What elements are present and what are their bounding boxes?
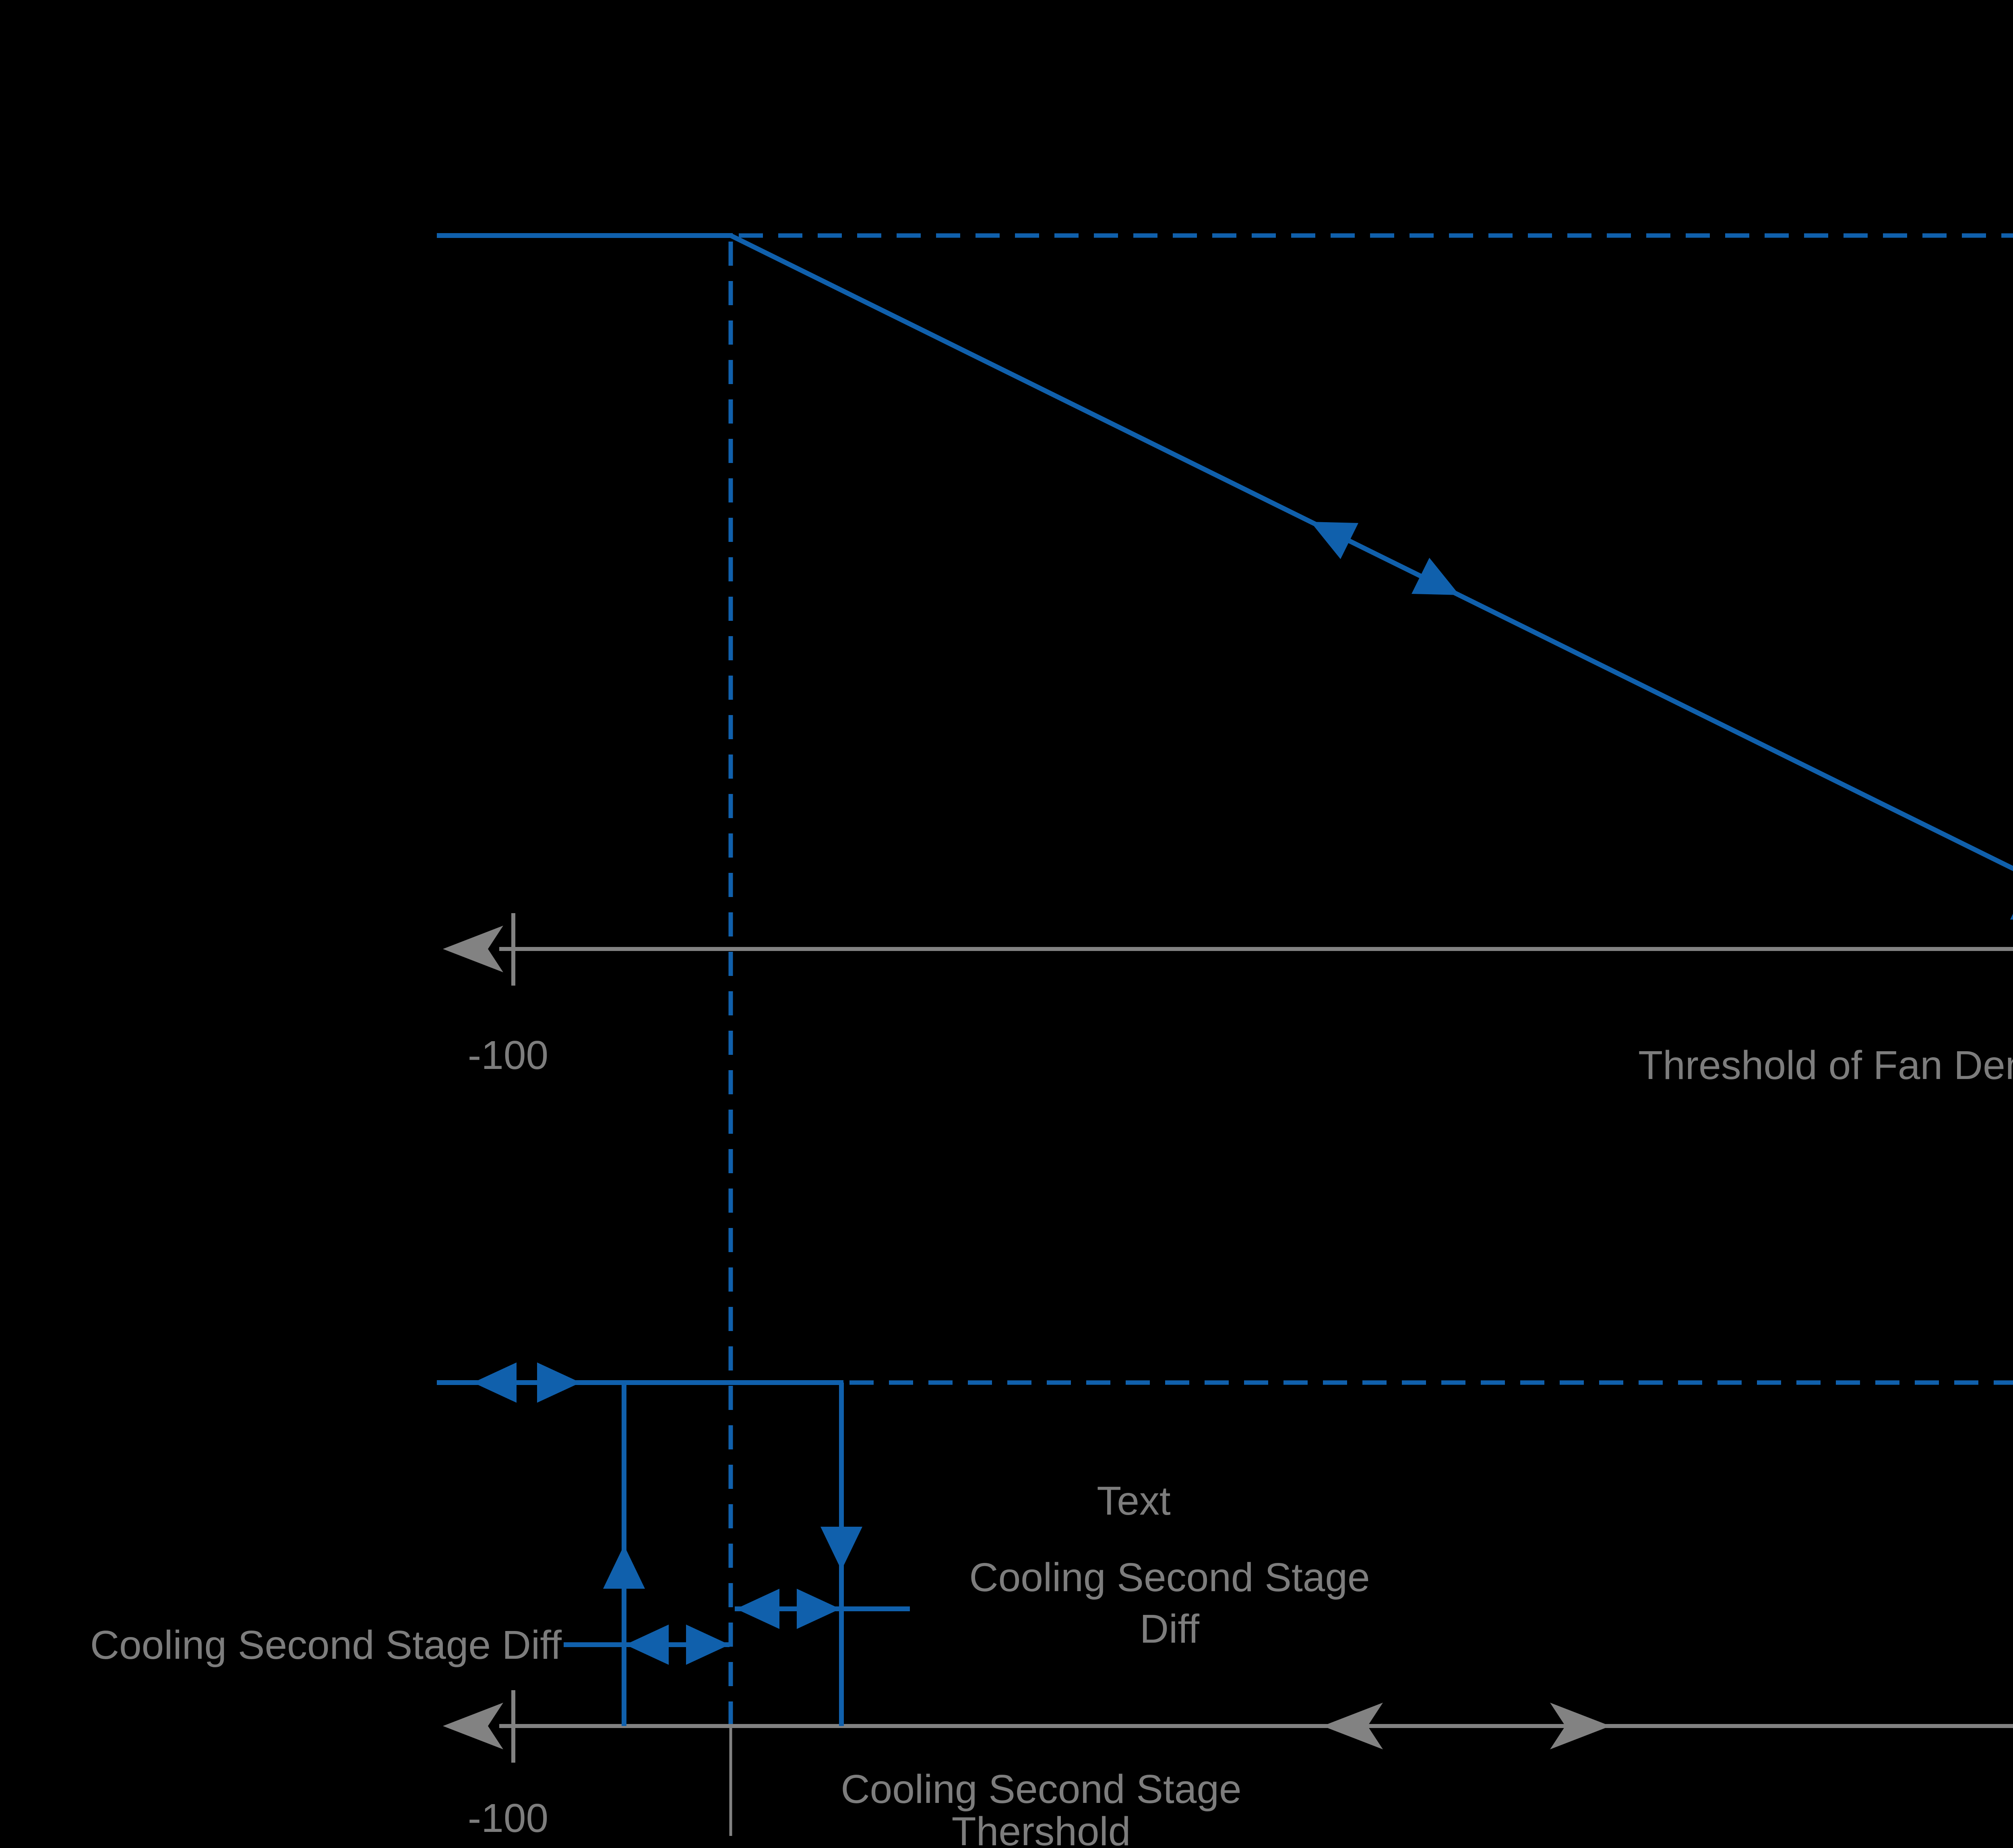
diff-left-label: Cooling Second Stage Diff	[90, 1623, 562, 1668]
text-placeholder-label: Text	[1097, 1478, 1171, 1523]
diff-right-left-arrow-icon	[736, 1589, 779, 1629]
diff-left-left-arrow-icon	[625, 1625, 669, 1665]
top-x-axis-left-arrow-icon	[443, 926, 503, 972]
switch-off-down-arrow-icon	[820, 1527, 862, 1570]
top-chart: Cooling Analog Output [%] 100 -100 Contr…	[437, 233, 2013, 1726]
diff-right-right-arrow-icon	[797, 1589, 840, 1629]
bottom-chart: Cooling Second Stage Binary Output ON OF…	[90, 1362, 2013, 1848]
bottom-x-tick-neg100-label: -100	[468, 1796, 548, 1841]
second-stage-threshold-label-line2: Thershold	[952, 1809, 1131, 1848]
switch-on-up-arrow-icon	[603, 1545, 645, 1589]
ramp-direction-up-arrow-icon	[1310, 522, 1358, 559]
bottom-axis-range-right-arrow-icon	[1550, 1703, 1610, 1749]
diff-right-label-line1: Cooling Second Stage	[969, 1555, 1370, 1600]
on-span-right-arrow-icon	[537, 1362, 581, 1403]
ramp-direction-down-arrow-icon	[1412, 558, 1459, 595]
bottom-axis-range-left-arrow-icon	[1323, 1703, 1383, 1749]
fan-active-jump-up-arrow-icon	[2010, 914, 2013, 920]
output-ramp-line	[730, 233, 2013, 871]
diff-left-right-arrow-icon	[686, 1625, 730, 1665]
second-stage-threshold-label-line1: Cooling Second Stage	[841, 1767, 1241, 1812]
bottom-x-axis-left-arrow-icon	[443, 1703, 503, 1749]
threshold-of-fan-demand-label: Threshold of Fan Demand	[1638, 1043, 2013, 1088]
top-x-tick-neg100-label: -100	[468, 1033, 548, 1078]
diff-right-label-line2: Diff	[1140, 1606, 1199, 1652]
on-span-left-arrow-icon	[473, 1362, 517, 1403]
